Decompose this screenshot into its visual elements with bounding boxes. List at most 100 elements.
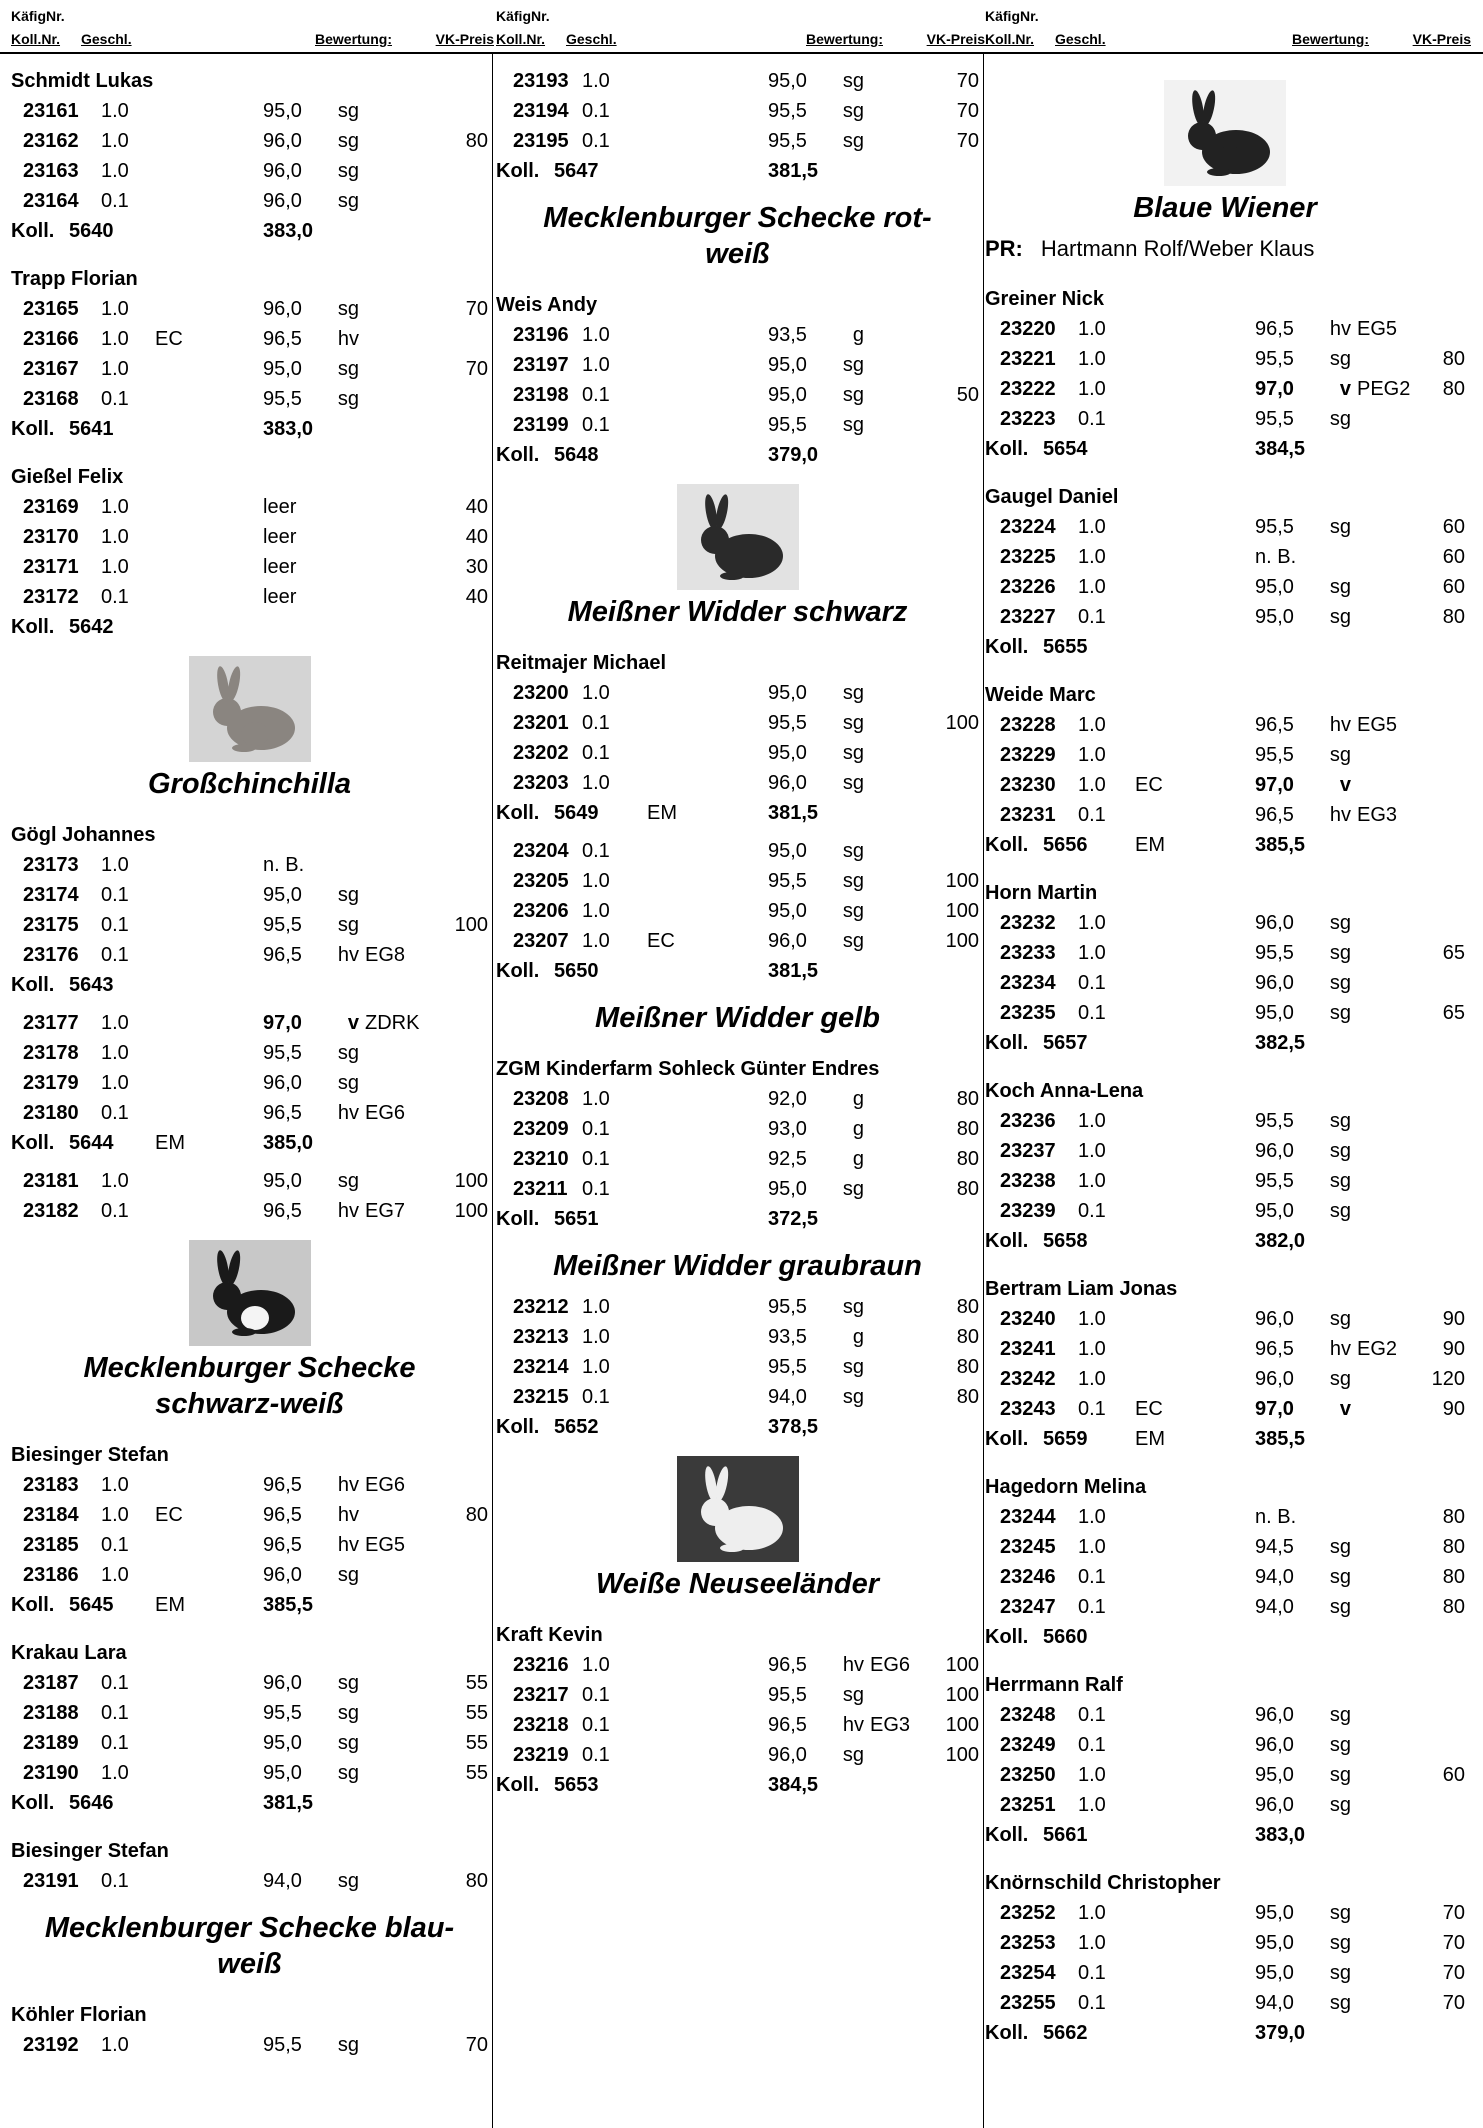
cage-number: 23213 <box>513 1326 569 1348</box>
cage-number: 23239 <box>1000 1200 1056 1222</box>
price: 65 <box>1442 942 1465 964</box>
price: 40 <box>465 586 488 608</box>
cage-number: 23174 <box>23 884 79 906</box>
animal-row: 23216 1.0 96,5 hv EG6 100 <box>496 1650 979 1680</box>
block: Herrmann Ralf 23248 0.1 96,0 sg 23249 0.1 96,0 s… <box>985 1670 1465 1850</box>
sex: 1.0 <box>101 298 129 320</box>
cage-number: 23244 <box>1000 1506 1056 1528</box>
breed-title: Blaue Wiener <box>985 190 1465 226</box>
sex: 0.1 <box>582 414 610 436</box>
grade: sg <box>337 1170 359 1192</box>
animal-row: 23196 1.0 93,5 g <box>496 320 979 350</box>
cage-number: 23255 <box>1000 1992 1056 2014</box>
animal-row: 23245 1.0 94,5 sg 80 <box>985 1532 1465 1562</box>
grade: sg <box>1329 744 1351 766</box>
photo-shape <box>240 1306 269 1330</box>
score: 96,0 <box>768 772 807 794</box>
price: 80 <box>1442 1596 1465 1618</box>
score: 96,0 <box>1255 912 1294 934</box>
breeder-name: ZGM Kinderfarm Sohleck Günter Endres <box>496 1058 880 1080</box>
score: 97,0 <box>1255 378 1294 400</box>
block: 23177 1.0 97,0 v ZDRK 23178 1.0 95,5 sg 23179 1.0 9… <box>11 1008 488 1158</box>
collection-row: Koll. 5649 EM 381,5 <box>496 798 979 828</box>
animal-row: 23186 1.0 96,0 sg <box>11 1560 488 1590</box>
score: leer <box>263 586 297 608</box>
sex: 0.1 <box>1078 1962 1106 1984</box>
animal-row: 23238 1.0 95,5 sg <box>985 1166 1465 1196</box>
sex: 1.0 <box>101 1170 129 1192</box>
score: 96,0 <box>1255 1368 1294 1390</box>
cage-number: 23195 <box>513 130 569 152</box>
breed-title-line: Meißner Widder gelb <box>595 1002 880 1034</box>
animal-row: 23202 0.1 95,0 sg <box>496 738 979 768</box>
animal-row: 23188 0.1 95,5 sg 55 <box>11 1698 488 1728</box>
score: 95,0 <box>1255 1764 1294 1786</box>
animal-row: 23204 0.1 95,0 sg <box>496 836 979 866</box>
animal-row: 23203 1.0 96,0 sg <box>496 768 979 798</box>
score: 93,0 <box>768 1118 807 1140</box>
block: Biesinger Stefan 23191 0.1 94,0 sg 80 <box>11 1836 488 1896</box>
judge-name: Hartmann Rolf/Weber Klaus <box>1040 236 1315 261</box>
animal-row: 23255 0.1 94,0 sg 70 <box>985 1988 1465 2018</box>
sex: 0.1 <box>101 1702 129 1724</box>
collection-sum: 381,5 <box>768 802 819 824</box>
sex: 0.1 <box>1078 1398 1106 1420</box>
price: 40 <box>465 496 488 518</box>
collection-row: Koll. 5647 381,5 <box>496 156 979 186</box>
sex: 1.0 <box>101 160 129 182</box>
sex: 1.0 <box>1078 1110 1106 1132</box>
photo-shape <box>227 1250 240 1286</box>
score: 96,0 <box>1255 1794 1294 1816</box>
award: EG2 <box>1357 1338 1398 1360</box>
collection-row: Koll. 5659 EM 385,5 <box>985 1424 1465 1454</box>
animal-row: 23218 0.1 96,5 hv EG3 100 <box>496 1710 979 1740</box>
cage-number: 23231 <box>1000 804 1056 826</box>
sex: 1.0 <box>582 682 610 704</box>
sex: 1.0 <box>101 496 129 518</box>
block: Mecklenburger Schecke blau-weiß <box>11 1910 488 1982</box>
sex: 1.0 <box>1078 348 1106 370</box>
grade: sg <box>842 930 864 952</box>
animal-row: 23236 1.0 95,5 sg <box>985 1106 1465 1136</box>
grade: sg <box>337 1072 359 1094</box>
cage-number: 23167 <box>23 358 79 380</box>
sex: 1.0 <box>1078 942 1106 964</box>
score: 96,0 <box>1255 1308 1294 1330</box>
block: Reitmajer Michael 23200 1.0 95,0 sg 23201 0.1 9… <box>496 648 979 828</box>
column: KäfigNr. Koll.Nr. Geschl. Bewertung: VK-Prei… <box>496 0 985 2128</box>
sex: 0.1 <box>101 190 129 212</box>
cage-number: 23254 <box>1000 1962 1056 1984</box>
collection-sum: 382,5 <box>1255 1032 1306 1054</box>
sex: 1.0 <box>1078 1902 1106 1924</box>
grade: sg <box>337 884 359 906</box>
cage-number: 23217 <box>513 1684 569 1706</box>
cage-number: 23252 <box>1000 1902 1056 1924</box>
column-body: Schmidt Lukas 23161 1.0 95,0 sg 23162 1.0 96,0 s… <box>11 66 488 2060</box>
animal-row: 23239 0.1 95,0 sg <box>985 1196 1465 1226</box>
block: Köhler Florian 23192 1.0 95,5 sg 70 <box>11 2000 488 2060</box>
cage-number: 23242 <box>1000 1368 1056 1390</box>
header-label: Bewertung: <box>1292 31 1369 47</box>
cage-number: 23188 <box>23 1702 79 1724</box>
breed-title-line: weiß <box>217 1948 282 1980</box>
sex: 1.0 <box>582 930 610 952</box>
sex: 0.1 <box>582 1386 610 1408</box>
collection-label: Koll. <box>11 1792 55 1814</box>
cage-number: 23172 <box>23 586 79 608</box>
breeder-name: Weis Andy <box>496 294 598 316</box>
breed-title: Mecklenburger Schecke blau-weiß <box>11 1910 488 1982</box>
cage-number: 23245 <box>1000 1536 1056 1558</box>
grade: sg <box>1329 1308 1351 1330</box>
animal-row: 23169 1.0 leer 40 <box>11 492 488 522</box>
score: 95,0 <box>263 1762 302 1784</box>
sex: 0.1 <box>1078 408 1106 430</box>
animal-row: 23195 0.1 95,5 sg 70 <box>496 126 979 156</box>
block: 23212 1.0 95,5 sg 80 23213 1.0 93,5 g 80 23214 1.0 9… <box>496 1292 979 1442</box>
sex: 1.0 <box>1078 1308 1106 1330</box>
sex: 0.1 <box>582 1714 610 1736</box>
score: 96,5 <box>1255 1338 1294 1360</box>
animal-row: 23228 1.0 96,5 hv EG5 <box>985 710 1465 740</box>
sex: 1.0 <box>1078 318 1106 340</box>
grade: sg <box>1329 1932 1351 1954</box>
